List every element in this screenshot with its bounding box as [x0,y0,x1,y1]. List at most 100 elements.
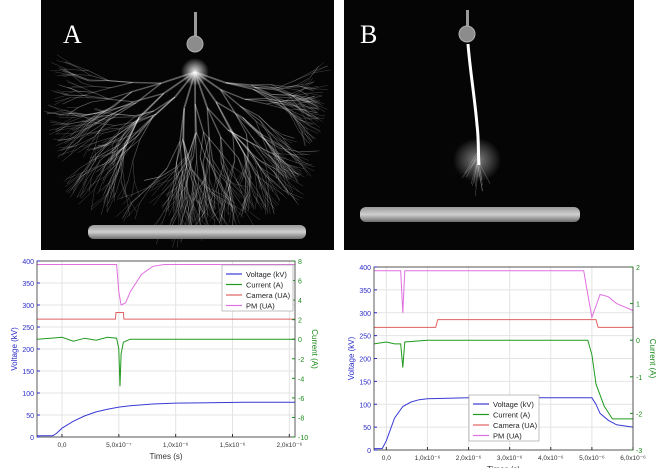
x-tick-label: 5,0x10⁻⁷ [106,442,132,449]
y2-tick-label: -8 [298,415,304,422]
legend-entry: Camera (UA) [493,421,538,430]
streamer-branch [66,80,78,86]
streamer-branch [286,88,299,90]
streamer-branch [75,75,89,80]
y-tick-label: 250 [359,334,371,341]
y2-tick-label: 4 [298,298,302,305]
streamer-branch [116,170,123,192]
y2-tick-label: 8 [298,259,302,266]
y-tick-label: 200 [359,357,371,364]
series-line-current [37,337,295,386]
streamer-branch [271,128,283,135]
streamer-branch [54,95,68,99]
streamer-branch [133,82,161,83]
y-tick-label: 350 [22,281,34,288]
streamer-branch [255,174,257,194]
streamer-branch [77,67,91,75]
y-tick-label: 300 [359,311,371,318]
streamer-branch [64,169,79,182]
x-tick-label: 1,5x10⁻⁶ [220,442,246,449]
photo-a-drawing [41,0,334,250]
legend-entry: PM (UA) [493,432,522,441]
legend-entry: Current (A) [246,281,284,290]
y2-tick-label: 2 [298,318,302,325]
streamer-branch [77,185,92,197]
y-axis-label: Voltage (kV) [347,336,356,380]
streamer-branch [119,114,135,115]
streamer-branch [203,205,204,220]
ground-plate-b [360,207,580,222]
streamer-branch [92,99,110,102]
streamer-branch [95,86,112,87]
streamer-branch [203,137,209,163]
y2-tick-label: -2 [298,357,304,364]
y-axis-label: Voltage (kV) [10,327,19,371]
streamer-branch [220,90,240,107]
streamer-branch [80,179,87,198]
y2-tick-label: -2 [636,411,642,418]
streamer-branch [101,196,106,215]
streamer-branch [78,102,91,107]
streamer-branch [243,207,260,220]
legend-entry: Current (A) [493,411,531,420]
panel-label-b: B [360,20,377,50]
streamer-branch [283,135,295,138]
y-tick-label: 400 [359,265,371,272]
streamer-branch [259,165,271,179]
x-tick-label: 1,0x10⁻⁶ [415,455,441,462]
ground-plate-a [88,225,306,239]
streamer-branch [197,160,199,183]
y2-axis-label: Current (A) [310,329,319,369]
streamer-branch [64,98,77,104]
streamer-branches-a [44,55,331,248]
series-line-pm [374,271,633,318]
streamer-branch [78,189,94,204]
x-tick-label: 2,0x10⁻⁶ [456,455,482,462]
y-tick-label: 250 [22,325,34,332]
panel-label-a: A [63,20,82,50]
streamer-branch [308,93,322,96]
waveform-chart-a-svg: 050100150200250300350400-10-8-6-4-202468… [0,252,330,468]
streamer-branch [68,87,78,91]
y2-axis-label: Current (A) [648,339,657,379]
streamer-branch [308,92,323,93]
streamer-branch [229,206,232,223]
streamer-branch [123,202,132,218]
x-tick-label: 0,0 [382,455,391,462]
legend-entry: Camera (UA) [246,291,291,300]
series-line-camera [37,313,295,320]
streamer-branch [122,203,132,219]
streamer-branch [209,137,210,160]
x-tick-label: 2,0x10⁻⁶ [277,442,303,449]
y-tick-label: 100 [359,402,371,409]
streamer-branch [162,184,172,194]
streamer-branch [82,83,95,87]
y2-tick-label: 0 [636,338,640,345]
streamer-branch [269,186,279,201]
x-tick-label: 5,0x10⁻⁶ [579,455,605,462]
legend-entry: Voltage (kV) [493,400,534,409]
streamer-branch [82,86,95,87]
x-tick-label: 4,0x10⁻⁶ [538,455,564,462]
streamer-branch [200,157,205,176]
series-line-voltage [37,402,295,436]
streamer-branch [230,129,244,152]
photo-b-drawing [344,0,634,250]
needle-sphere-a [187,36,203,52]
streamer-branch [62,150,76,162]
y2-tick-label: 1 [636,302,640,309]
streamer-branch [101,159,109,174]
streamer-branch [51,62,67,69]
y-tick-label: 50 [363,425,371,432]
streamer-branch [134,181,139,197]
streamer-branch [195,133,196,160]
streamer-branch [111,82,133,87]
streamer-branch [131,187,148,202]
x-axis-label: Times (s) [149,452,182,461]
y-tick-label: 300 [22,303,34,310]
needle-sphere-b [459,26,475,42]
y-tick-label: 200 [22,347,34,354]
y2-tick-label: -10 [298,435,308,442]
